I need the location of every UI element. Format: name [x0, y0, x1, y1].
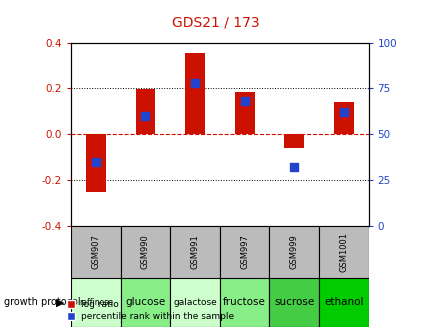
Text: growth protocol: growth protocol: [4, 298, 81, 307]
Bar: [333, 102, 353, 134]
Text: GDS21 / 173: GDS21 / 173: [171, 16, 259, 30]
FancyBboxPatch shape: [71, 226, 120, 278]
Text: sucrose: sucrose: [273, 298, 313, 307]
Point: [240, 98, 247, 104]
Bar: [86, 134, 105, 192]
Text: GSM991: GSM991: [190, 234, 199, 269]
FancyBboxPatch shape: [71, 278, 120, 327]
Point: [191, 80, 198, 85]
Text: raffinose: raffinose: [79, 298, 113, 307]
FancyBboxPatch shape: [219, 278, 269, 327]
Text: GSM997: GSM997: [240, 234, 249, 269]
FancyBboxPatch shape: [219, 226, 269, 278]
FancyBboxPatch shape: [318, 226, 368, 278]
Point: [290, 164, 297, 170]
Point: [339, 110, 346, 115]
FancyBboxPatch shape: [170, 278, 219, 327]
FancyBboxPatch shape: [318, 278, 368, 327]
Bar: [185, 53, 205, 134]
Text: glucose: glucose: [125, 298, 165, 307]
Legend: log ratio, percentile rank within the sample: log ratio, percentile rank within the sa…: [67, 300, 234, 321]
FancyBboxPatch shape: [170, 226, 219, 278]
FancyBboxPatch shape: [269, 226, 318, 278]
Text: ethanol: ethanol: [323, 298, 362, 307]
Text: galactose: galactose: [173, 298, 216, 307]
Point: [142, 113, 149, 118]
FancyBboxPatch shape: [120, 226, 170, 278]
Text: GSM907: GSM907: [91, 234, 100, 269]
Bar: [283, 134, 303, 148]
Text: fructose: fructose: [223, 298, 265, 307]
Bar: [234, 92, 254, 134]
FancyBboxPatch shape: [120, 278, 170, 327]
Point: [92, 159, 99, 164]
Text: GSM999: GSM999: [289, 234, 298, 269]
FancyBboxPatch shape: [269, 278, 318, 327]
Text: ▶: ▶: [56, 298, 64, 307]
Text: GSM1001: GSM1001: [338, 232, 347, 272]
Bar: [135, 89, 155, 134]
Text: GSM990: GSM990: [141, 234, 150, 269]
